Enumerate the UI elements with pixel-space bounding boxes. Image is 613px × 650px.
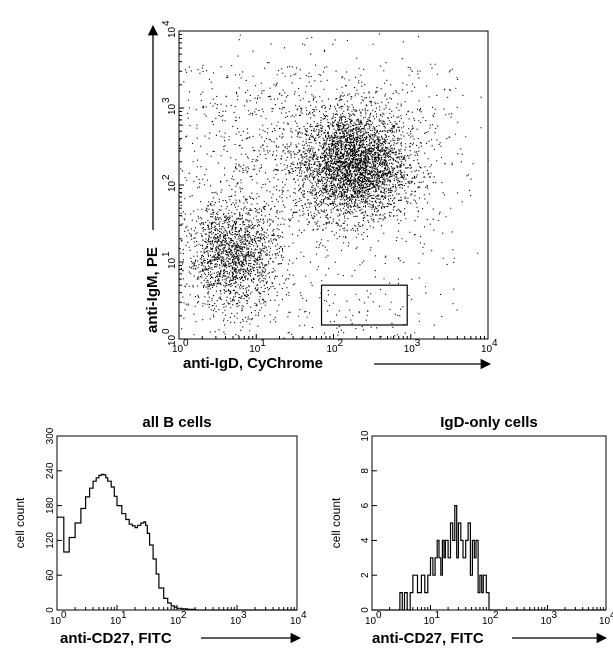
scatter-points bbox=[179, 33, 489, 340]
histogram-all-b-cells-frame bbox=[56, 435, 298, 611]
scatter-y-tick-label: 10 bbox=[167, 334, 178, 346]
scatter-y-tick-exponent: 4 bbox=[161, 20, 172, 26]
scatter-y-tick-exponent: 1 bbox=[161, 251, 172, 257]
scatter-x-tick-exponent: 4 bbox=[492, 338, 498, 349]
histogram-all-b-cells-x-tick-label: 10 bbox=[50, 616, 62, 627]
histogram-all-b-cells-y-tick-label: 180 bbox=[45, 497, 56, 514]
igd-only-gate bbox=[320, 284, 408, 326]
histogram-igd-only-cells-x-tick-label: 10 bbox=[482, 616, 494, 627]
histogram-igd-only-cells-x-tick-exponent: 2 bbox=[493, 610, 499, 621]
scatter-x-tick-exponent: 2 bbox=[338, 338, 344, 349]
histogram-igd-only-cells-x-tick-label: 10 bbox=[599, 616, 611, 627]
histogram-igd-only-cells-y-tick-label: 2 bbox=[360, 572, 371, 578]
scatter-x-tick-label: 10 bbox=[249, 344, 261, 355]
scatter-y-tick-label: 10 bbox=[167, 180, 178, 192]
histogram-igd-only-cells-x-axis-label: anti-CD27, FITC bbox=[372, 630, 484, 647]
histogram-all-b-cells-title: all B cells bbox=[142, 414, 211, 431]
scatter-y-tick-exponent: 3 bbox=[161, 97, 172, 103]
histogram-igd-only-cells-x-tick-label: 10 bbox=[541, 616, 553, 627]
scatter-y-axis-label: anti-IgM, PE bbox=[144, 247, 161, 333]
histogram-igd-only-cells-x-tick-exponent: 1 bbox=[435, 610, 441, 621]
histogram-all-b-cells-x-tick-label: 10 bbox=[290, 616, 302, 627]
histogram-igd-only-cells-x-tick-exponent: 3 bbox=[552, 610, 558, 621]
scatter-x-tick-label: 10 bbox=[404, 344, 416, 355]
histogram-igd-only-cells-y-ticks: 0 2 4 6 8 10 bbox=[360, 430, 377, 613]
histogram-igd-only-cells-x-tick-exponent: 0 bbox=[376, 610, 382, 621]
histogram-all-b-cells-x-tick-label: 10 bbox=[110, 616, 122, 627]
scatter-x-tick-label: 10 bbox=[327, 344, 339, 355]
histogram-igd-only-cells-y-axis-label: cell count bbox=[329, 497, 343, 548]
scatter-y-tick-exponent: 0 bbox=[161, 328, 172, 334]
histogram-all-b-cells-y-ticks: 0 60 120 180 240 300 bbox=[45, 427, 62, 613]
histogram-all-b-cells-x-tick-exponent: 3 bbox=[241, 610, 247, 621]
scatter-y-tick-label: 10 bbox=[167, 257, 178, 269]
scatter-y-tick-label: 10 bbox=[167, 103, 178, 115]
histogram-igd-only-cells-y-tick-label: 6 bbox=[360, 502, 371, 508]
scatter-x-tick-exponent: 0 bbox=[183, 338, 189, 349]
scatter-x-tick-exponent: 3 bbox=[415, 338, 421, 349]
scatter-x-tick-label: 10 bbox=[481, 344, 493, 355]
histogram-igd-only-cells-x-tick-exponent: 4 bbox=[610, 610, 613, 621]
histogram-all-b-cells-x-tick-exponent: 1 bbox=[121, 610, 127, 621]
histogram-igd-only-cells-x-tick-label: 10 bbox=[365, 616, 377, 627]
histogram-all-b-cells-y-tick-label: 0 bbox=[45, 607, 56, 613]
histogram-igd-only-cells-x-tick-label: 10 bbox=[424, 616, 436, 627]
histogram-igd-only-cells-title: IgD-only cells bbox=[440, 414, 538, 431]
histogram-all-b-cells-y-tick-label: 120 bbox=[45, 532, 56, 549]
histogram-igd-only-cells-y-tick-label: 4 bbox=[360, 537, 371, 543]
histogram-all-b-cells-x-tick-exponent: 2 bbox=[181, 610, 187, 621]
histogram-igd-only-cells-y-tick-label: 0 bbox=[360, 607, 371, 613]
histogram-all-b-cells-x-tick-exponent: 4 bbox=[301, 610, 307, 621]
scatter-y-tick-exponent: 2 bbox=[161, 174, 172, 180]
scatter-dots bbox=[179, 33, 489, 340]
histogram-igd-only-cells-y-tick-label: 8 bbox=[360, 468, 371, 474]
scatter-x-axis-label: anti-IgD, CyChrome bbox=[183, 355, 323, 372]
histogram-all-b-cells-x-tick-label: 10 bbox=[230, 616, 242, 627]
scatter-x-tick-label: 10 bbox=[172, 344, 184, 355]
histogram-all-b-cells-x-axis-label: anti-CD27, FITC bbox=[60, 630, 172, 647]
scatter-x-tick-exponent: 1 bbox=[260, 338, 266, 349]
histogram-igd-only-cells-frame bbox=[371, 435, 607, 611]
histogram-all-b-cells-y-tick-label: 60 bbox=[45, 569, 56, 581]
histogram-all-b-cells-x-tick-exponent: 0 bbox=[61, 610, 67, 621]
histogram-igd-only-cells-curve bbox=[372, 505, 606, 611]
histogram-all-b-cells-curve bbox=[57, 473, 297, 611]
histogram-all-b-cells-x-tick-label: 10 bbox=[170, 616, 182, 627]
histogram-igd-only-cells-y-tick-label: 10 bbox=[360, 430, 371, 442]
histogram-all-b-cells-y-tick-label: 240 bbox=[45, 462, 56, 479]
scatter-y-tick-label: 10 bbox=[167, 26, 178, 38]
histogram-all-b-cells-y-tick-label: 300 bbox=[45, 427, 56, 444]
histogram-all-b-cells-y-axis-label: cell count bbox=[13, 497, 27, 548]
